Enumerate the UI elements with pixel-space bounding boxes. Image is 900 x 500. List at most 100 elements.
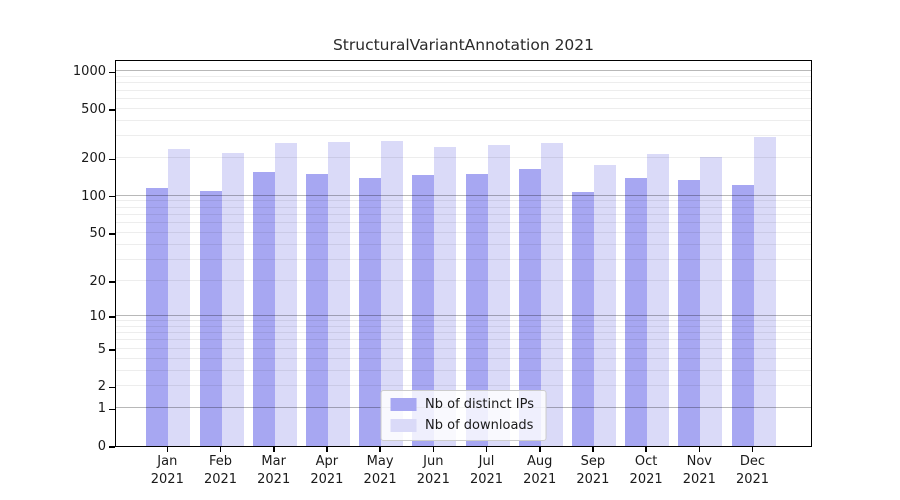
bar-distinct-ips-dec — [731, 184, 754, 446]
y-tick-mark — [109, 195, 115, 198]
legend-label: Nb of downloads — [425, 418, 534, 433]
y-tick-mark — [109, 158, 115, 161]
gridline-minor — [116, 347, 811, 349]
gridline-minor — [116, 213, 811, 215]
y-tick-label-200: 200 — [81, 151, 106, 167]
bar-distinct-ips-feb — [199, 190, 222, 446]
x-tick-label-sep: Sep 2021 — [576, 454, 610, 487]
bar-distinct-ips-jan — [146, 187, 169, 446]
gridline-minor — [116, 325, 811, 327]
x-tick-label-apr: Apr 2021 — [310, 454, 344, 487]
gridline-minor — [116, 332, 811, 334]
y-tick-label-50: 50 — [89, 225, 106, 241]
y-tick-mark — [109, 349, 115, 351]
bar-downloads-mar — [274, 142, 297, 446]
bar-downloads-jun — [434, 146, 457, 446]
bar-distinct-ips-jun — [412, 174, 435, 446]
bar-downloads-dec — [753, 137, 776, 446]
bar-downloads-jan — [168, 149, 191, 446]
x-tick-label-oct: Oct 2021 — [629, 454, 663, 487]
x-tick-label-feb: Feb 2021 — [203, 454, 238, 487]
x-tick-label-mar: Mar 2021 — [257, 454, 291, 487]
y-tick-mark — [109, 408, 115, 411]
x-tick-mark — [751, 447, 754, 452]
gridline-minor — [116, 82, 811, 84]
gridline-minor — [116, 385, 811, 387]
bar-downloads-may — [381, 141, 404, 446]
gridline-minor — [116, 320, 811, 322]
y-tick-label-100: 100 — [81, 188, 106, 204]
x-tick-mark — [432, 447, 435, 452]
x-tick-mark — [698, 447, 700, 452]
bar-downloads-nov — [700, 157, 723, 446]
gridline-minor — [116, 76, 811, 77]
x-tick-label-dec: Dec 2021 — [735, 454, 770, 487]
y-tick-mark — [109, 71, 115, 73]
x-tick-label-jun: Jun 2021 — [416, 454, 450, 487]
gridline-minor — [116, 119, 811, 121]
x-tick-label-aug: Aug 2021 — [523, 454, 557, 487]
gridline-minor — [116, 89, 811, 91]
x-tick-mark — [166, 447, 169, 452]
legend-item-downloads: Nb of downloads — [390, 418, 534, 433]
gridline-minor — [116, 369, 811, 371]
gridline-minor — [116, 279, 811, 281]
legend-swatch-downloads — [390, 419, 417, 432]
plot-area: Nb of distinct IPs Nb of downloads — [115, 60, 812, 447]
bar-distinct-ips-aug — [518, 168, 541, 446]
bar-downloads-oct — [647, 153, 670, 446]
bar-distinct-ips-sep — [571, 191, 594, 446]
bar-distinct-ips-may — [359, 177, 382, 446]
x-tick-mark — [219, 447, 222, 452]
gridline-major — [116, 70, 811, 72]
y-tick-label-20: 20 — [89, 273, 106, 289]
chart-title: StructuralVariantAnnotation 2021 — [332, 36, 595, 54]
gridline-major — [116, 194, 811, 196]
y-tick-label-0: 0 — [97, 439, 106, 454]
bar-downloads-jul — [487, 144, 510, 446]
x-tick-mark — [485, 447, 488, 452]
gridline-minor — [116, 135, 811, 137]
x-tick-label-nov: Nov 2021 — [682, 454, 716, 487]
bar-downloads-apr — [327, 141, 350, 446]
bars-layer — [116, 61, 811, 446]
legend-box: Nb of distinct IPs Nb of downloads — [380, 390, 547, 441]
y-tick-label-1000: 1000 — [72, 64, 106, 80]
y-tick-label-500: 500 — [81, 101, 106, 117]
gridline-minor — [116, 157, 811, 159]
y-tick-mark — [109, 281, 115, 283]
bar-distinct-ips-oct — [625, 178, 648, 446]
y-tick-label-2: 2 — [97, 379, 106, 395]
legend-item-distinct-ips: Nb of distinct IPs — [390, 397, 534, 412]
y-tick-label-5: 5 — [97, 341, 106, 357]
bar-distinct-ips-jul — [465, 173, 488, 446]
gridline-minor — [116, 231, 811, 233]
grid-layer — [116, 61, 811, 446]
gridline-minor — [116, 222, 811, 223]
legend-swatch-distinct-ips — [390, 398, 417, 411]
x-tick-label-jan: Jan 2021 — [150, 454, 184, 487]
x-tick-mark — [645, 447, 647, 452]
bar-downloads-aug — [540, 142, 563, 446]
y-tick-mark — [109, 446, 115, 448]
gridline-minor — [116, 243, 811, 245]
x-tick-label-may: May 2021 — [363, 454, 397, 487]
y-tick-mark — [109, 233, 115, 235]
bar-downloads-sep — [593, 164, 616, 446]
gridline-major — [116, 314, 811, 316]
x-tick-mark — [592, 447, 594, 452]
gridline-minor — [116, 206, 811, 208]
gridline-minor — [116, 200, 811, 202]
gridline-minor — [116, 258, 811, 260]
bar-distinct-ips-apr — [305, 173, 328, 446]
gridline-minor — [116, 339, 811, 341]
y-tick-label-10: 10 — [89, 308, 106, 324]
legend-label: Nb of distinct IPs — [425, 397, 534, 412]
x-tick-label-jul: Jul 2021 — [469, 454, 504, 487]
x-tick-mark — [539, 447, 541, 452]
x-tick-mark — [379, 447, 381, 452]
y-tick-mark — [109, 386, 115, 389]
gridline-minor — [116, 97, 811, 99]
y-tick-label-1: 1 — [97, 401, 106, 417]
